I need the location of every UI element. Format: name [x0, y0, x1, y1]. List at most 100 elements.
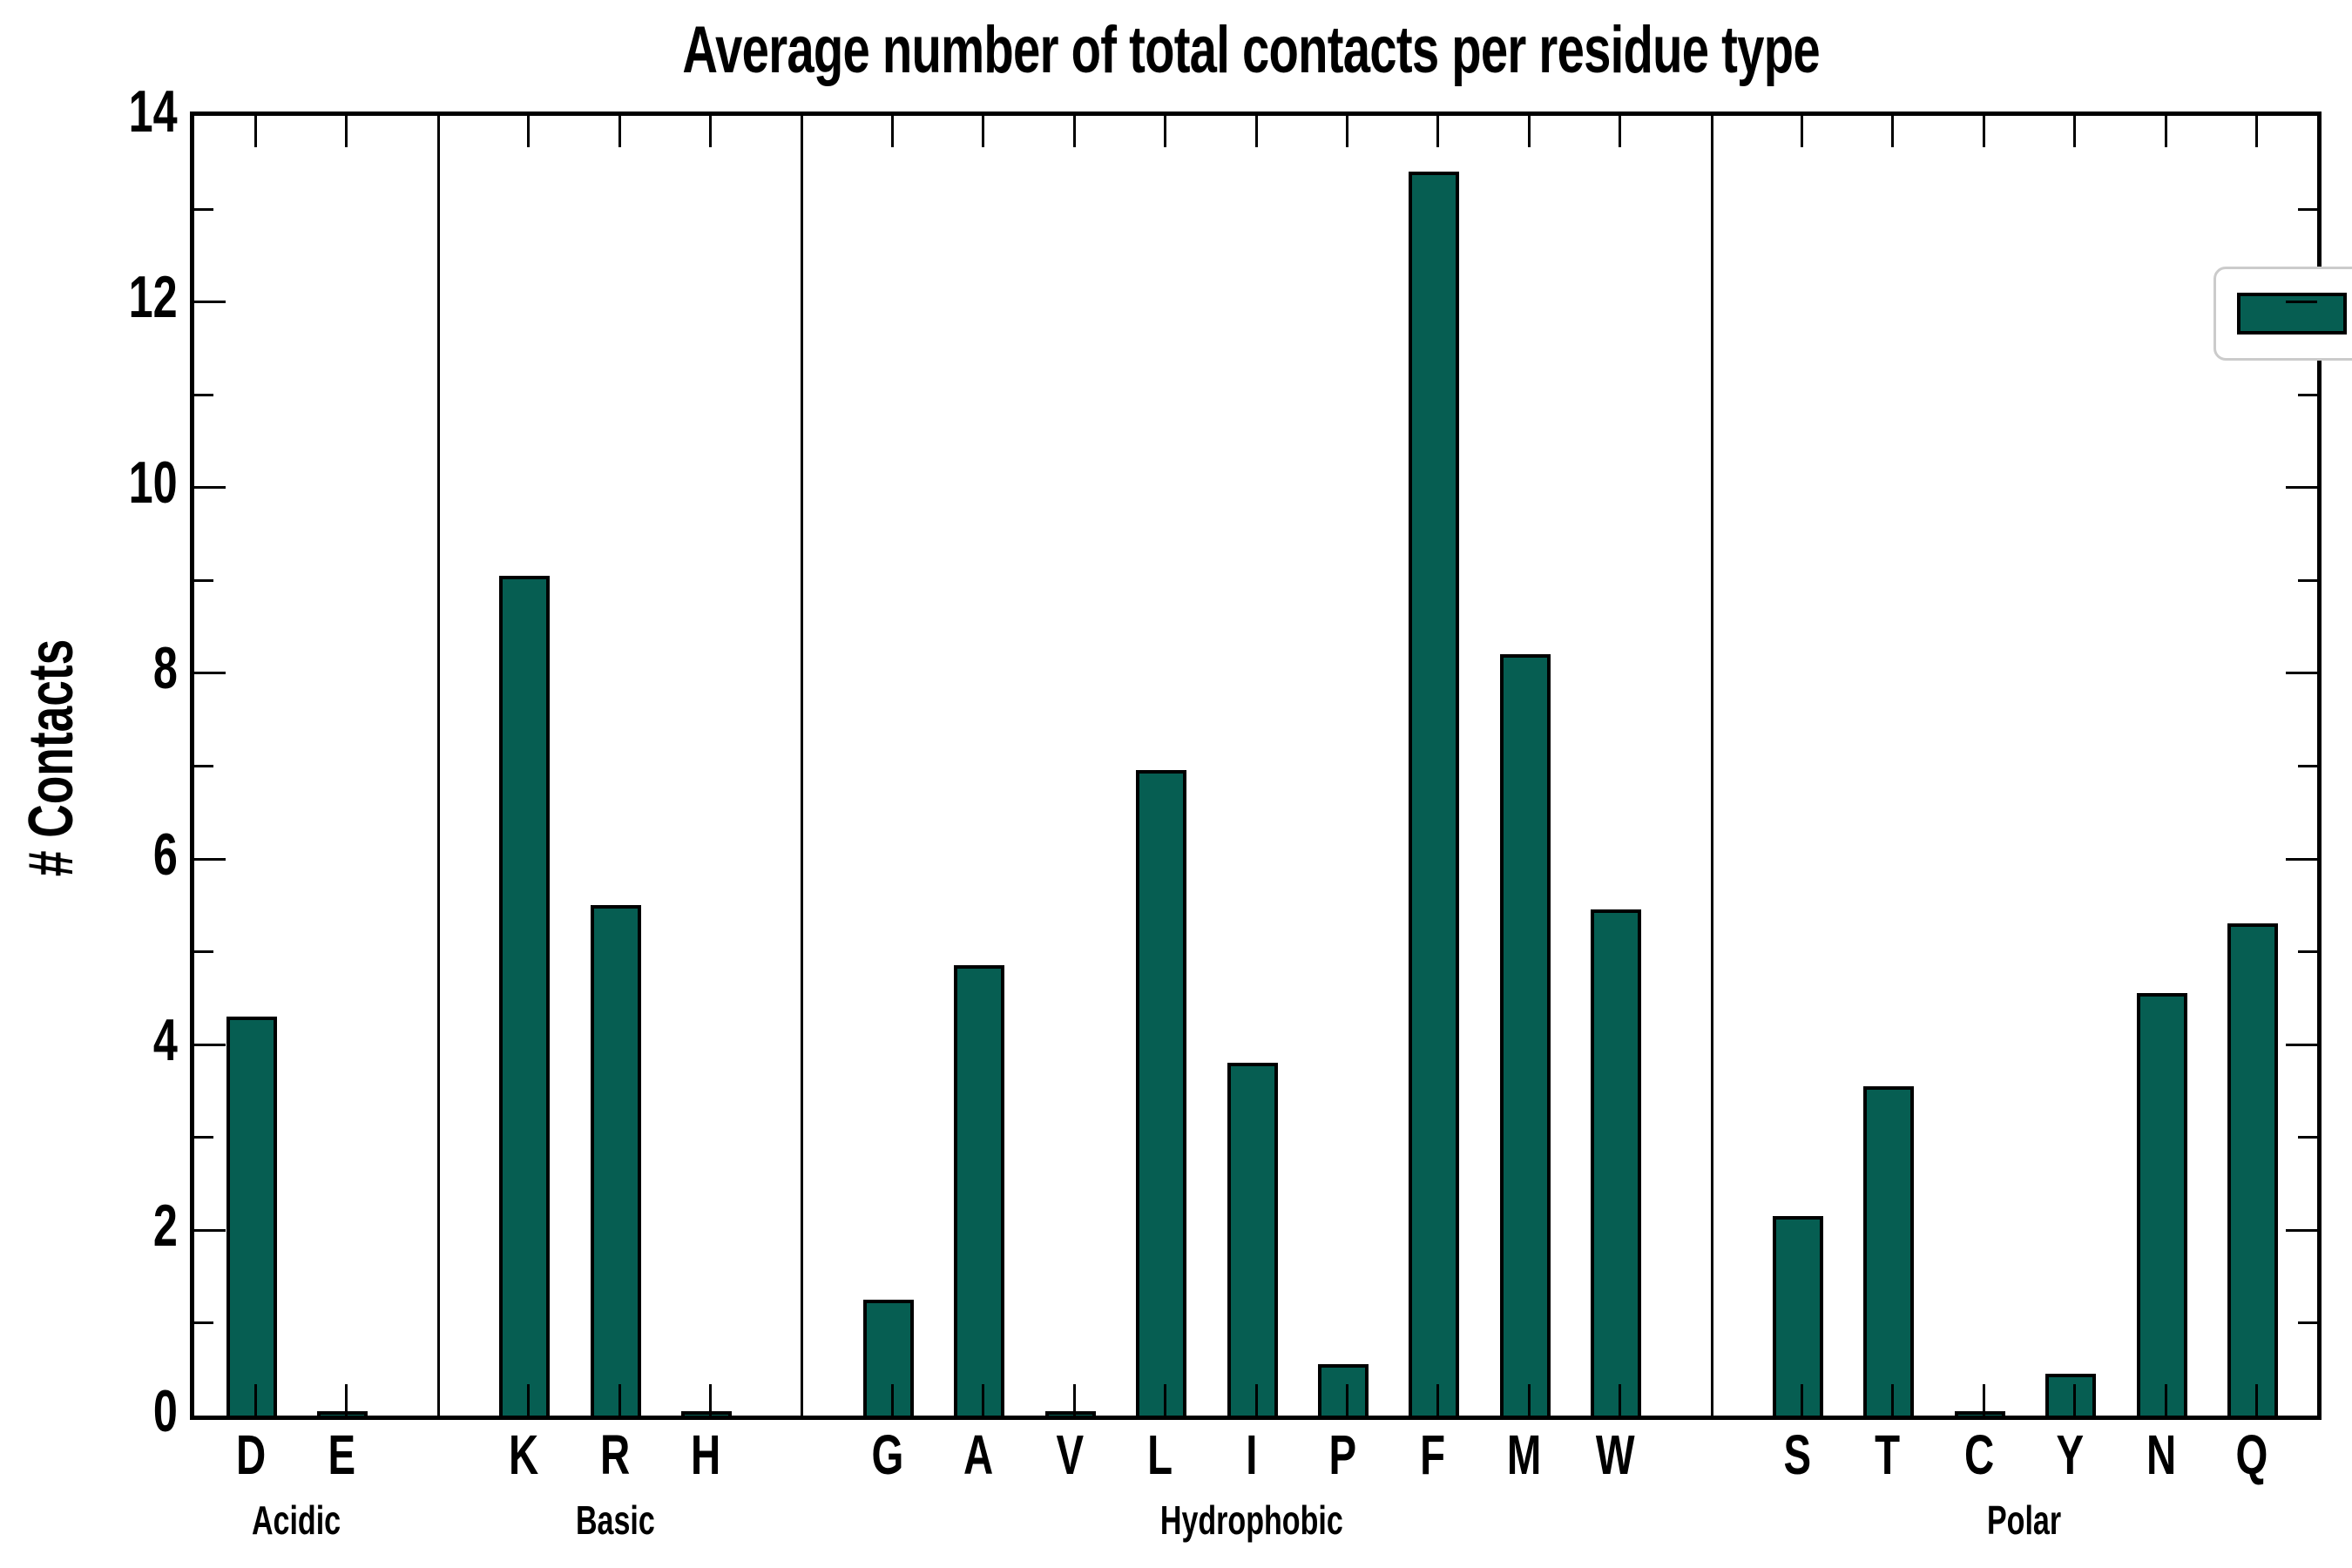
x-tick-label-F: F — [1420, 1423, 1446, 1486]
y-axis-label: # Contacts — [17, 639, 86, 877]
bar-W — [1591, 909, 1641, 1416]
group-separator-2 — [1711, 116, 1713, 1416]
y-tick-label-12: 12 — [129, 264, 178, 330]
y-tick-label-6: 6 — [153, 821, 178, 888]
x-tick-bottom-I — [1255, 1384, 1258, 1416]
bar-K — [499, 576, 550, 1416]
x-tick-top-R — [618, 116, 621, 147]
x-tick-top-L — [1164, 116, 1166, 147]
y-tick-left-major-12 — [194, 301, 226, 303]
bar-F — [1409, 172, 1459, 1416]
y-tick-left-major-4 — [194, 1044, 226, 1046]
x-tick-label-I: I — [1246, 1423, 1258, 1486]
y-tick-left-minor-9 — [194, 579, 213, 582]
x-tick-bottom-N — [2165, 1384, 2167, 1416]
x-tick-bottom-M — [1528, 1384, 1531, 1416]
bar-D — [226, 1017, 277, 1416]
y-tick-left-major-10 — [194, 486, 226, 489]
x-tick-label-M: M — [1507, 1423, 1542, 1486]
bar-C — [1955, 1411, 2005, 1416]
x-tick-label-V: V — [1056, 1423, 1084, 1486]
legend: POPC — [2213, 267, 2352, 361]
bar-V — [1045, 1411, 1096, 1416]
bar-P — [1318, 1364, 1369, 1416]
x-tick-label-P: P — [1328, 1423, 1356, 1486]
y-tick-label-4: 4 — [153, 1007, 178, 1073]
y-tick-right-major-10 — [2286, 486, 2317, 489]
x-tick-label-D: D — [235, 1423, 267, 1486]
x-tick-label-Q: Q — [2235, 1423, 2268, 1486]
y-tick-right-major-2 — [2286, 1229, 2317, 1232]
plot-area: POPC — [190, 112, 2352, 1420]
x-tick-top-P — [1346, 116, 1348, 147]
x-tick-bottom-C — [1983, 1384, 1985, 1416]
y-tick-right-minor-7 — [2298, 765, 2317, 767]
y-tick-left-minor-13 — [194, 208, 213, 211]
group-label-hydrophobic: Hydrophobic — [1160, 1497, 1343, 1543]
bar-R — [591, 905, 641, 1416]
group-separator-1 — [801, 116, 803, 1416]
bar-Y — [2045, 1374, 2096, 1416]
y-tick-left-minor-11 — [194, 394, 213, 396]
x-tick-top-Q — [2255, 116, 2258, 147]
x-tick-top-W — [1619, 116, 1621, 147]
x-tick-top-K — [527, 116, 530, 147]
group-separator-0 — [437, 116, 440, 1416]
bar-A — [954, 965, 1004, 1416]
bar-L — [1136, 770, 1186, 1416]
x-tick-bottom-G — [891, 1384, 894, 1416]
y-tick-right-minor-1 — [2298, 1321, 2317, 1324]
x-tick-label-K: K — [508, 1423, 539, 1486]
chart-title: Average number of total contacts per res… — [682, 13, 1821, 87]
y-tick-label-0: 0 — [153, 1378, 178, 1444]
x-tick-bottom-L — [1164, 1384, 1166, 1416]
x-tick-bottom-H — [709, 1384, 712, 1416]
y-tick-right-minor-9 — [2298, 579, 2317, 582]
y-tick-left-minor-3 — [194, 1136, 213, 1139]
x-tick-bottom-E — [345, 1384, 348, 1416]
y-tick-right-major-8 — [2286, 672, 2317, 674]
x-tick-top-D — [254, 116, 257, 147]
group-label-basic: Basic — [575, 1497, 655, 1543]
x-tick-top-S — [1801, 116, 1803, 147]
x-tick-label-E: E — [328, 1423, 355, 1486]
y-tick-label-8: 8 — [153, 635, 178, 701]
y-tick-left-minor-1 — [194, 1321, 213, 1324]
x-tick-top-A — [982, 116, 984, 147]
x-tick-label-N: N — [2146, 1423, 2177, 1486]
y-tick-right-minor-11 — [2298, 394, 2317, 396]
x-tick-label-S: S — [1783, 1423, 1811, 1486]
bar-S — [1773, 1216, 1823, 1416]
x-tick-bottom-Y — [2073, 1384, 2076, 1416]
x-tick-top-M — [1528, 116, 1531, 147]
x-tick-label-C: C — [1963, 1423, 1995, 1486]
bar-G — [863, 1300, 914, 1416]
x-tick-top-F — [1436, 116, 1439, 147]
y-tick-right-minor-5 — [2298, 950, 2317, 953]
y-tick-label-14: 14 — [129, 78, 178, 145]
x-tick-bottom-S — [1801, 1384, 1803, 1416]
x-tick-bottom-F — [1436, 1384, 1439, 1416]
x-tick-label-Y: Y — [2056, 1423, 2084, 1486]
x-tick-label-W: W — [1595, 1423, 1635, 1486]
y-tick-left-minor-5 — [194, 950, 213, 953]
y-tick-right-minor-13 — [2298, 208, 2317, 211]
x-tick-top-E — [345, 116, 348, 147]
y-tick-label-2: 2 — [153, 1193, 178, 1259]
x-tick-bottom-K — [527, 1384, 530, 1416]
y-tick-right-major-4 — [2286, 1044, 2317, 1046]
y-tick-left-major-2 — [194, 1229, 226, 1232]
y-tick-left-major-8 — [194, 672, 226, 674]
y-tick-right-major-6 — [2286, 858, 2317, 861]
bar-E — [317, 1411, 368, 1416]
x-tick-top-Y — [2073, 116, 2076, 147]
y-tick-label-10: 10 — [129, 449, 178, 516]
x-tick-bottom-W — [1619, 1384, 1621, 1416]
group-label-polar: Polar — [1987, 1497, 2062, 1543]
x-tick-label-G: G — [871, 1423, 904, 1486]
x-tick-label-L: L — [1147, 1423, 1173, 1486]
x-tick-top-H — [709, 116, 712, 147]
y-tick-right-minor-3 — [2298, 1136, 2317, 1139]
x-tick-label-T: T — [1875, 1423, 1901, 1486]
